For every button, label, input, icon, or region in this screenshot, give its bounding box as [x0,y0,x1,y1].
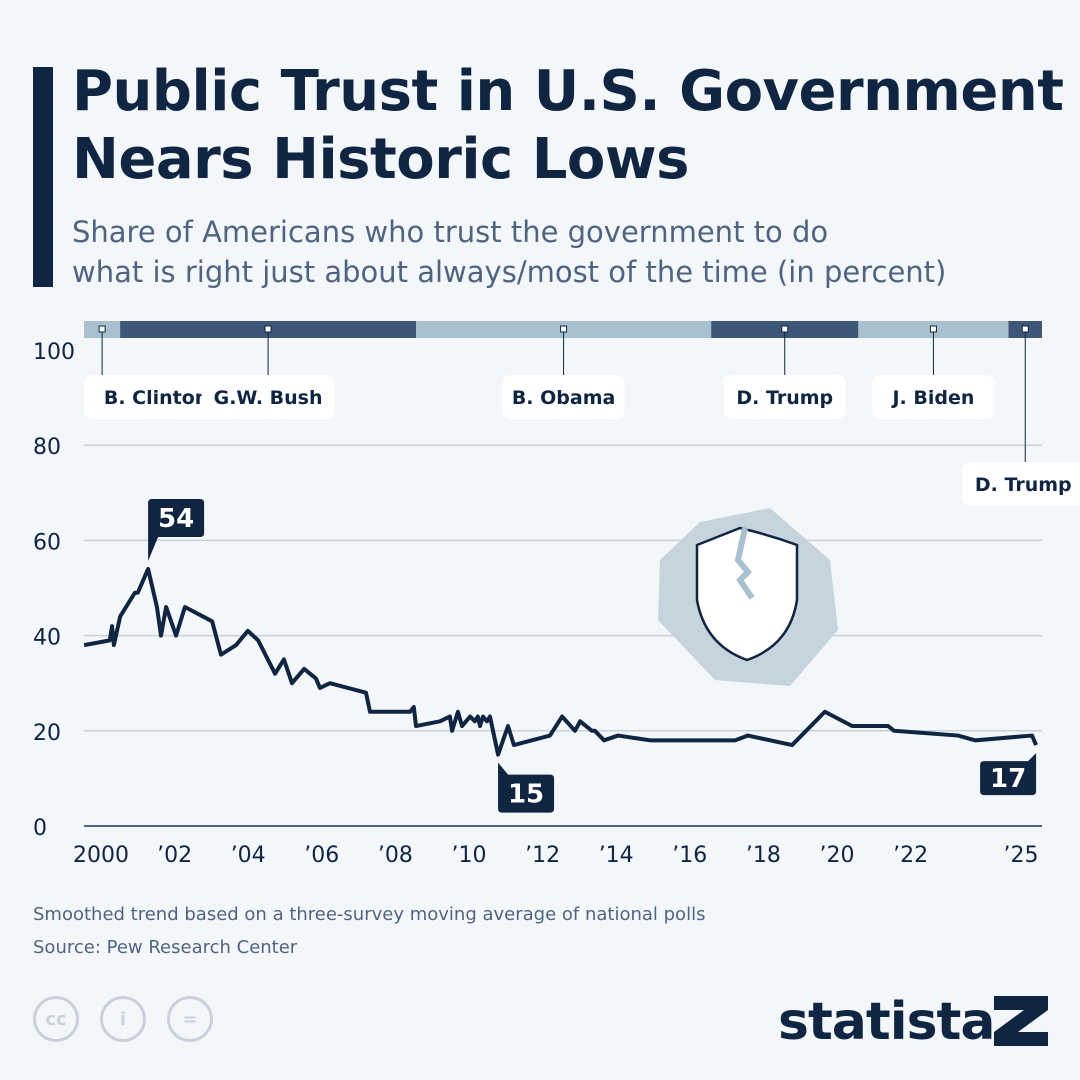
x-tick-label: ’16 [672,843,707,868]
president-label-box [872,375,995,419]
x-tick-label: ’25 [1004,843,1039,868]
callout-label: 17 [990,764,1026,794]
x-tick-label: ’06 [304,843,339,868]
x-tick-label: ’10 [452,843,487,868]
attribution-icon[interactable]: i [100,996,146,1042]
y-tick-label: 80 [33,435,61,460]
subtitle-line-2: what is right just about always/most of … [72,255,947,289]
term-marker [1021,325,1029,333]
callout-label: 15 [508,780,544,810]
term-marker [929,325,937,333]
x-tick-label: ’04 [231,843,266,868]
title-line-1: Public Trust in U.S. Government [72,59,1064,124]
president-label: J. Biden [890,387,974,409]
x-tick-label: ’20 [820,843,855,868]
line-chart: 0 20 40 60 80 100 2000 ’02 ’04 ’06 ’08 ’10 ’12 ’14 ’16… [33,321,1080,868]
president-label: D. Trump [736,387,833,409]
subtitle: Share of Americans who trust the governm… [72,212,946,292]
statista-logo: statista [778,992,995,1052]
callout-label: 54 [158,504,194,534]
no-derivatives-icon[interactable]: = [167,996,213,1042]
president-label: B. Obama [512,387,616,409]
title-line-2: Nears Historic Lows [72,127,689,192]
y-tick-label: 100 [33,340,75,365]
president-label-box [84,375,229,419]
shield-crack [734,527,755,600]
page-title: Public Trust in U.S. Government Nears His… [72,58,1064,194]
term-marker [560,325,568,333]
title-accent-bar [33,67,53,287]
president-label: G.W. Bush [214,387,323,409]
president-label-box [201,375,335,419]
president-label-box [962,462,1080,506]
footnote: Smoothed trend based on a three-survey m… [33,904,706,925]
x-tick-label: ’02 [157,843,192,868]
callout-box [498,762,555,813]
subtitle-line-1: Share of Americans who trust the governm… [72,215,829,249]
x-tick-label: ’08 [378,843,413,868]
x-tick-label: ’22 [893,843,928,868]
term-marker [264,325,272,333]
president-label: B. Clinton [104,387,208,409]
cc-icon[interactable]: cc [33,996,79,1042]
broken-shield-icon [658,508,838,686]
president-label-box [723,375,846,419]
y-tick-label: 60 [33,530,61,555]
x-tick-label: 2000 [73,843,129,868]
y-tick-label: 20 [33,721,61,746]
president-label: D. Trump [975,474,1072,496]
y-tick-label: 0 [33,816,47,841]
term-marker [98,325,106,333]
y-tick-label: 40 [33,626,61,651]
term-marker [781,325,789,333]
president-label-box [502,375,625,419]
x-tick-label: ’18 [746,843,781,868]
x-tick-label: ’12 [525,843,560,868]
statista-logo-icon [994,996,1048,1046]
x-tick-label: ’14 [599,843,634,868]
source: Source: Pew Research Center [33,937,298,958]
callout-box [148,498,205,561]
trust-line [83,566,1038,757]
callout-box [980,753,1037,796]
